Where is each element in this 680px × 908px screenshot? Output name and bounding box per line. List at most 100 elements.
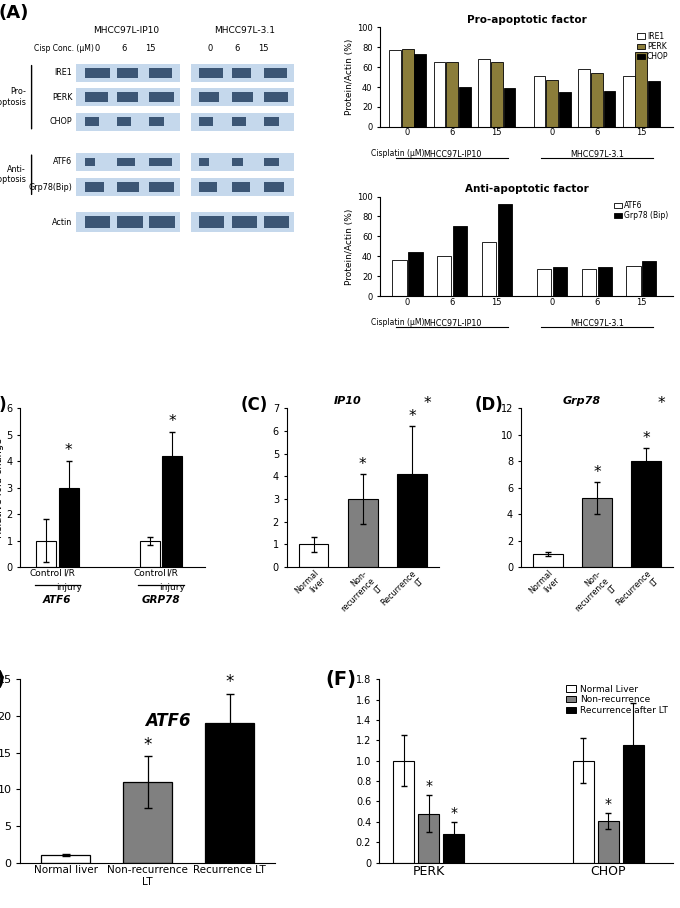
Bar	[623, 745, 644, 863]
Bar	[205, 724, 254, 863]
Text: ATF6: ATF6	[43, 595, 71, 605]
Bar	[85, 117, 99, 126]
Text: *: *	[143, 735, 152, 754]
Text: injury: injury	[159, 584, 185, 593]
Bar	[264, 92, 288, 103]
Text: Pro-
apoptosis: Pro- apoptosis	[0, 87, 26, 107]
Bar	[117, 68, 138, 78]
Text: ATF6: ATF6	[145, 712, 190, 730]
Bar	[199, 183, 217, 192]
Bar	[578, 69, 590, 127]
Bar	[498, 203, 512, 296]
Bar	[191, 153, 294, 171]
Text: *: *	[450, 805, 457, 820]
Text: MHCC97L-IP10: MHCC97L-IP10	[423, 150, 481, 159]
Bar	[232, 117, 246, 126]
Text: (D): (D)	[475, 396, 504, 413]
Bar	[36, 540, 56, 568]
Text: (B): (B)	[0, 396, 7, 413]
Bar	[41, 855, 90, 863]
Bar	[264, 216, 289, 228]
Bar	[232, 183, 250, 192]
Text: (C): (C)	[241, 396, 268, 413]
Text: Cisplatin (μM): Cisplatin (μM)	[371, 149, 424, 158]
Text: 0: 0	[208, 44, 214, 54]
Bar	[117, 92, 138, 103]
Bar	[623, 76, 634, 127]
Legend: Normal Liver, Non-recurrence, Recurrence after LT: Normal Liver, Non-recurrence, Recurrence…	[566, 684, 668, 716]
Bar	[443, 834, 464, 863]
Bar	[199, 117, 213, 126]
Text: 6: 6	[235, 44, 240, 54]
Bar	[264, 68, 287, 78]
Bar	[389, 50, 401, 127]
Bar	[191, 88, 294, 106]
Title: Pro-apoptotic factor: Pro-apoptotic factor	[467, 15, 587, 25]
Bar	[446, 62, 458, 127]
Bar	[437, 256, 452, 296]
Bar	[582, 498, 612, 568]
Text: Actin: Actin	[52, 218, 72, 227]
Bar	[85, 183, 104, 192]
Text: IRE1: IRE1	[54, 68, 72, 77]
Text: *: *	[425, 779, 432, 794]
Bar	[534, 76, 545, 127]
Bar	[76, 113, 180, 131]
Bar	[76, 212, 180, 232]
Bar	[232, 216, 257, 228]
Bar	[149, 158, 172, 166]
Bar	[559, 92, 571, 127]
Legend: IRE1, PERK, CHOP: IRE1, PERK, CHOP	[636, 31, 669, 62]
Text: 15: 15	[146, 44, 156, 54]
Bar	[232, 92, 252, 103]
Bar	[604, 91, 615, 127]
Text: 0: 0	[95, 44, 100, 54]
Bar	[232, 158, 243, 166]
Text: (E): (E)	[0, 670, 5, 689]
Y-axis label: Relative fold change: Relative fold change	[0, 438, 3, 538]
Bar	[537, 270, 551, 296]
Bar	[573, 761, 594, 863]
Text: Anti-
apoptosis: Anti- apoptosis	[0, 165, 26, 184]
Text: MHCC97L-IP10: MHCC97L-IP10	[94, 26, 160, 35]
Text: *: *	[65, 443, 73, 458]
Bar	[76, 88, 180, 106]
Bar	[581, 270, 596, 296]
Bar	[397, 474, 427, 568]
Bar	[149, 68, 172, 78]
Text: MHCC97L-3.1: MHCC97L-3.1	[570, 150, 624, 159]
Text: *: *	[423, 396, 430, 410]
Bar	[264, 117, 279, 126]
Bar	[117, 216, 143, 228]
Text: *: *	[593, 466, 600, 480]
Bar	[409, 252, 423, 296]
Bar	[481, 242, 496, 296]
Bar	[648, 81, 660, 127]
Bar	[459, 87, 471, 127]
Bar	[58, 488, 79, 568]
Bar	[85, 158, 95, 166]
Bar	[626, 266, 641, 296]
Bar	[85, 216, 110, 228]
Title: Anti-apoptotic factor: Anti-apoptotic factor	[465, 184, 589, 194]
Bar	[598, 267, 612, 296]
Bar	[533, 554, 562, 568]
Text: *: *	[359, 457, 367, 472]
Bar	[191, 212, 294, 232]
Text: *: *	[643, 431, 650, 446]
Bar	[453, 226, 467, 296]
Bar	[191, 113, 294, 131]
Text: *: *	[605, 796, 612, 811]
Text: MHCC97L-3.1: MHCC97L-3.1	[214, 26, 275, 35]
Text: MHCC97L-3.1: MHCC97L-3.1	[570, 319, 624, 328]
Bar	[191, 178, 294, 196]
Bar	[191, 64, 294, 82]
Bar	[392, 261, 407, 296]
Text: (A): (A)	[0, 4, 29, 22]
Text: *: *	[169, 414, 176, 429]
Bar	[85, 92, 107, 103]
Bar	[299, 545, 328, 568]
Text: IP10: IP10	[334, 396, 362, 406]
Bar	[149, 216, 175, 228]
Bar	[123, 782, 172, 863]
